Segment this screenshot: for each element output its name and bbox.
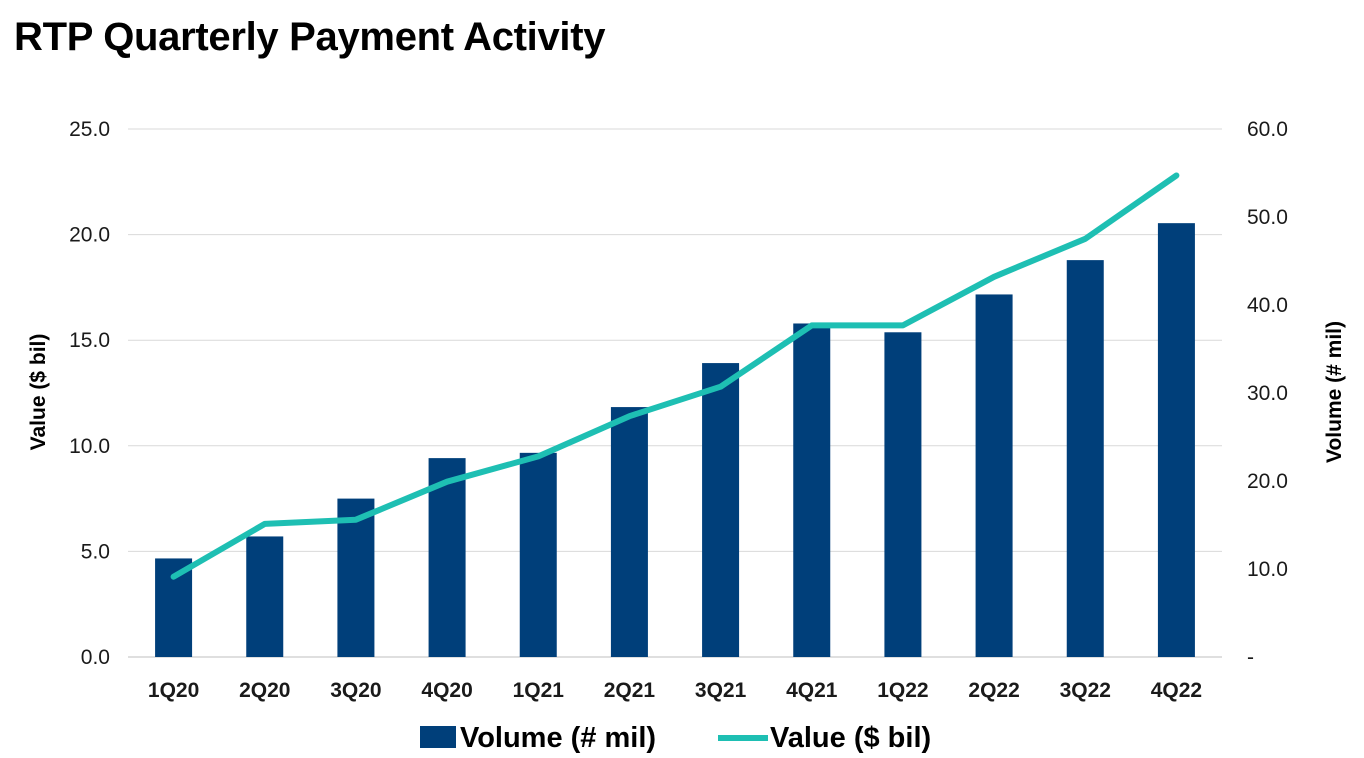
- category-label: 3Q22: [1060, 679, 1111, 702]
- volume-bar-2Q22: [975, 294, 1013, 657]
- gridlines: [128, 128, 1222, 658]
- volume-bars: [155, 223, 1195, 657]
- left-axis-title: Value ($ bil): [27, 334, 50, 451]
- volume-bar-3Q22: [1066, 260, 1104, 657]
- value-line: [170, 172, 1180, 580]
- right-axis-title: Volume (# mil): [1323, 321, 1346, 463]
- right-tick-label: -: [1247, 646, 1254, 669]
- right-tick-label: 20.0: [1247, 470, 1288, 493]
- volume-bar-1Q21: [519, 452, 557, 657]
- category-label: 1Q20: [148, 679, 199, 702]
- volume-bar-1Q22: [884, 332, 922, 657]
- left-tick-label: 15.0: [69, 329, 110, 352]
- right-tick-label: 60.0: [1247, 118, 1288, 141]
- category-label: 1Q22: [877, 679, 928, 702]
- category-label: 2Q20: [239, 679, 290, 702]
- volume-bar-2Q20: [246, 536, 284, 657]
- right-tick-label: 30.0: [1247, 382, 1288, 405]
- legend: Volume (# mil) Value ($ bil): [420, 722, 931, 754]
- volume-bar-3Q21: [702, 363, 740, 657]
- left-tick-label: 25.0: [69, 118, 110, 141]
- category-label: 4Q22: [1151, 679, 1202, 702]
- category-labels: 1Q20 2Q20 3Q20 4Q20 1Q21 2Q21 3Q21 4Q21 1Q22 2Q22…: [148, 679, 1202, 702]
- left-tick-label: 5.0: [81, 540, 110, 563]
- volume-bar-3Q20: [337, 498, 375, 657]
- category-label: 1Q21: [513, 679, 565, 702]
- legend-volume-swatch: [420, 726, 456, 748]
- right-tick-label: 10.0: [1247, 558, 1288, 581]
- category-label: 2Q22: [968, 679, 1019, 702]
- left-tick-label: 20.0: [69, 224, 110, 247]
- right-tick-label: 40.0: [1247, 294, 1288, 317]
- category-label: 3Q20: [330, 679, 381, 702]
- left-tick-label: 10.0: [69, 435, 110, 458]
- right-axis-ticks: - 10.0 20.0 30.0 40.0 50.0 60.0: [1247, 118, 1288, 669]
- chart-title: RTP Quarterly Payment Activity: [14, 15, 606, 59]
- right-tick-label: 50.0: [1247, 206, 1288, 229]
- left-axis-ticks: 0.0 5.0 10.0 15.0 20.0 25.0: [69, 118, 110, 669]
- volume-bar-2Q21: [610, 407, 648, 657]
- category-label: 2Q21: [604, 679, 656, 702]
- value-line-series: [170, 172, 1180, 580]
- volume-bar-4Q21: [793, 323, 831, 657]
- volume-bar-1Q20: [155, 558, 193, 657]
- legend-volume-label: Volume (# mil): [460, 722, 656, 754]
- category-label: 4Q20: [421, 679, 472, 702]
- volume-bar-4Q22: [1157, 223, 1195, 657]
- category-label: 3Q21: [695, 679, 747, 702]
- legend-value-label: Value ($ bil): [770, 722, 931, 754]
- left-tick-label: 0.0: [81, 646, 110, 669]
- volume-bar-4Q20: [428, 458, 466, 657]
- category-label: 4Q21: [786, 679, 838, 702]
